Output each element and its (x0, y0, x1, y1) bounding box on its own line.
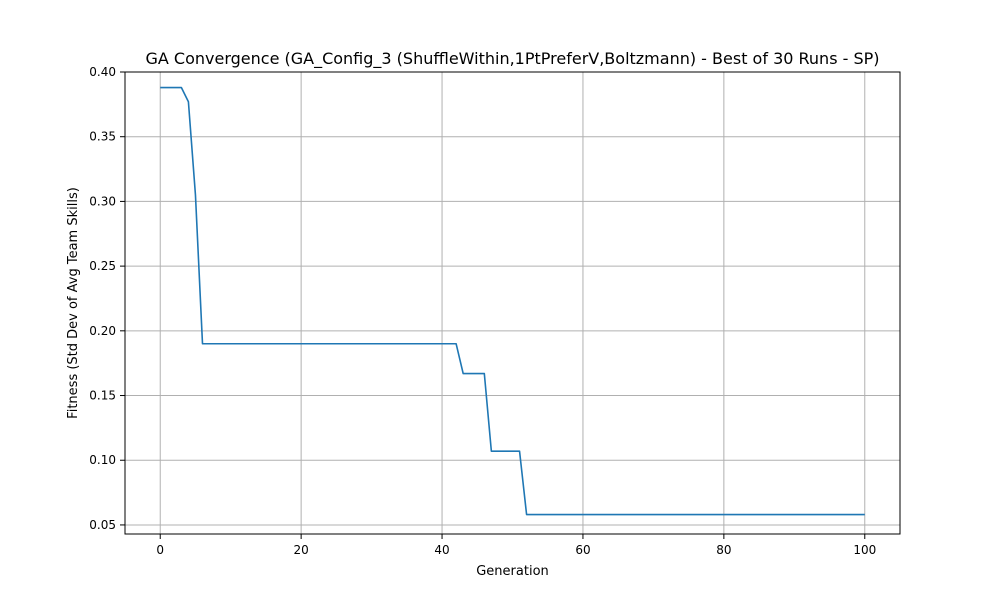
y-tick-label: 0.30 (89, 194, 116, 208)
x-axis-label: Generation (476, 564, 549, 579)
chart-title: GA Convergence (GA_Config_3 (ShuffleWith… (145, 49, 879, 69)
y-tick-label: 0.40 (89, 65, 116, 79)
x-tick-label: 100 (853, 543, 876, 557)
axis-ticks: 0 20 40 60 80 100 0.05 0.10 0.15 0.20 0.25 0.30 0.35… (89, 65, 876, 557)
x-tick-label: 60 (575, 543, 590, 557)
y-tick-label: 0.25 (89, 259, 116, 273)
x-tick-label: 20 (293, 543, 308, 557)
y-tick-label: 0.10 (89, 453, 116, 467)
y-tick-label: 0.20 (89, 324, 116, 338)
y-tick-label: 0.15 (89, 389, 116, 403)
x-tick-label: 80 (716, 543, 731, 557)
y-tick-label: 0.05 (89, 518, 116, 532)
x-tick-label: 40 (434, 543, 449, 557)
plot-frame (124, 71, 901, 535)
fitness-series-line (160, 86, 865, 516)
y-axis-label: Fitness (Std Dev of Avg Team Skills) (66, 187, 81, 419)
series-layer (160, 86, 865, 516)
y-tick-label: 0.35 (89, 130, 116, 144)
x-tick-label: 0 (156, 543, 164, 557)
